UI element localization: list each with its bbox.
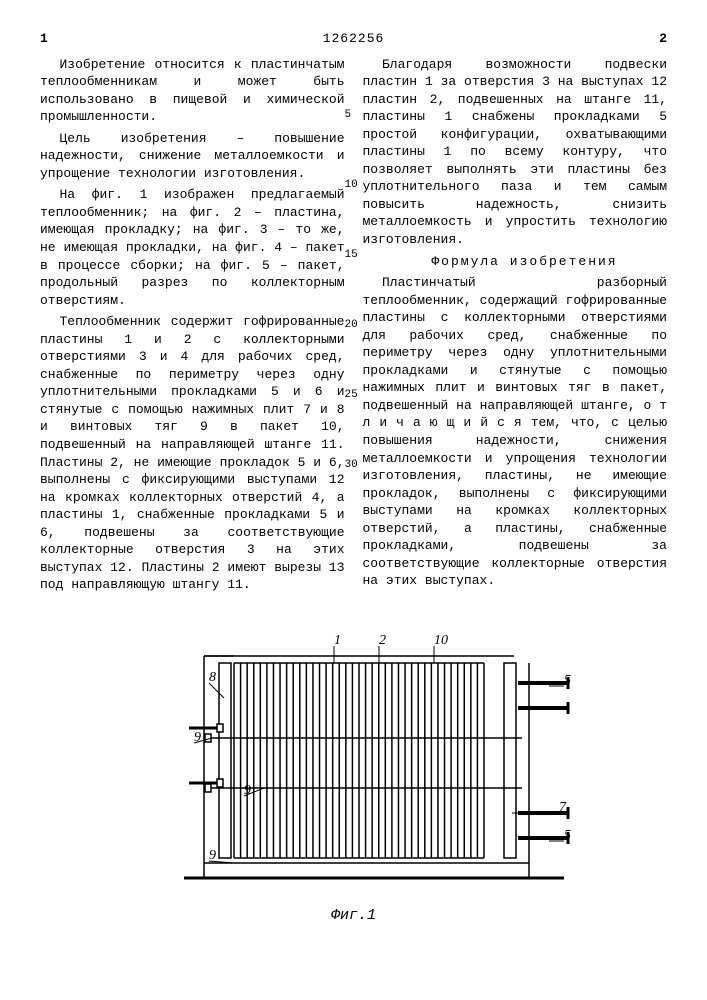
col2-number: 2 <box>627 30 667 48</box>
page-header: 1 1262256 2 <box>40 30 667 48</box>
column-1: Изобретение относится к пластинчатым теп… <box>40 56 345 598</box>
col1-para3: На фиг. 1 изображен предлагаемый теплооб… <box>40 186 345 309</box>
formula-title: Формула изобретения <box>363 253 668 271</box>
line-number: 5 <box>345 108 352 123</box>
col1-para1: Изобретение относится к пластинчатым теп… <box>40 56 345 126</box>
col2-para2: Пластинчатый разборный теплообменник, со… <box>363 274 668 590</box>
svg-text:9: 9 <box>209 848 216 863</box>
col1-number: 1 <box>40 30 80 48</box>
figure-1: 8 1 2 10 5 7 5 9 9 9 Фиг.1 <box>40 628 667 926</box>
col1-para2: Цель изобретения – повышение надежности,… <box>40 130 345 183</box>
col1-para4: Теплообменник содержит гофрированные пла… <box>40 313 345 594</box>
column-2: 5 10 15 20 25 30 Благодаря возможности п… <box>363 56 668 598</box>
line-number: 10 <box>345 178 358 193</box>
svg-text:8: 8 <box>209 670 216 685</box>
svg-text:2: 2 <box>379 633 386 648</box>
line-number: 20 <box>345 318 358 333</box>
svg-text:7: 7 <box>559 800 567 815</box>
svg-text:10: 10 <box>434 633 448 648</box>
patent-number: 1262256 <box>80 30 627 48</box>
svg-text:1: 1 <box>334 633 341 648</box>
svg-text:5: 5 <box>564 673 571 688</box>
line-number: 25 <box>345 388 358 403</box>
text-columns: Изобретение относится к пластинчатым теп… <box>40 56 667 598</box>
figure-1-svg: 8 1 2 10 5 7 5 9 9 9 <box>134 628 574 898</box>
line-number: 15 <box>345 248 358 263</box>
svg-text:9: 9 <box>194 730 201 745</box>
col2-para1: Благодаря возможности подвески пластин 1… <box>363 56 668 249</box>
figure-1-caption: Фиг.1 <box>40 906 667 926</box>
svg-text:9: 9 <box>244 783 251 798</box>
line-number: 30 <box>345 458 358 473</box>
svg-text:5: 5 <box>564 828 571 843</box>
